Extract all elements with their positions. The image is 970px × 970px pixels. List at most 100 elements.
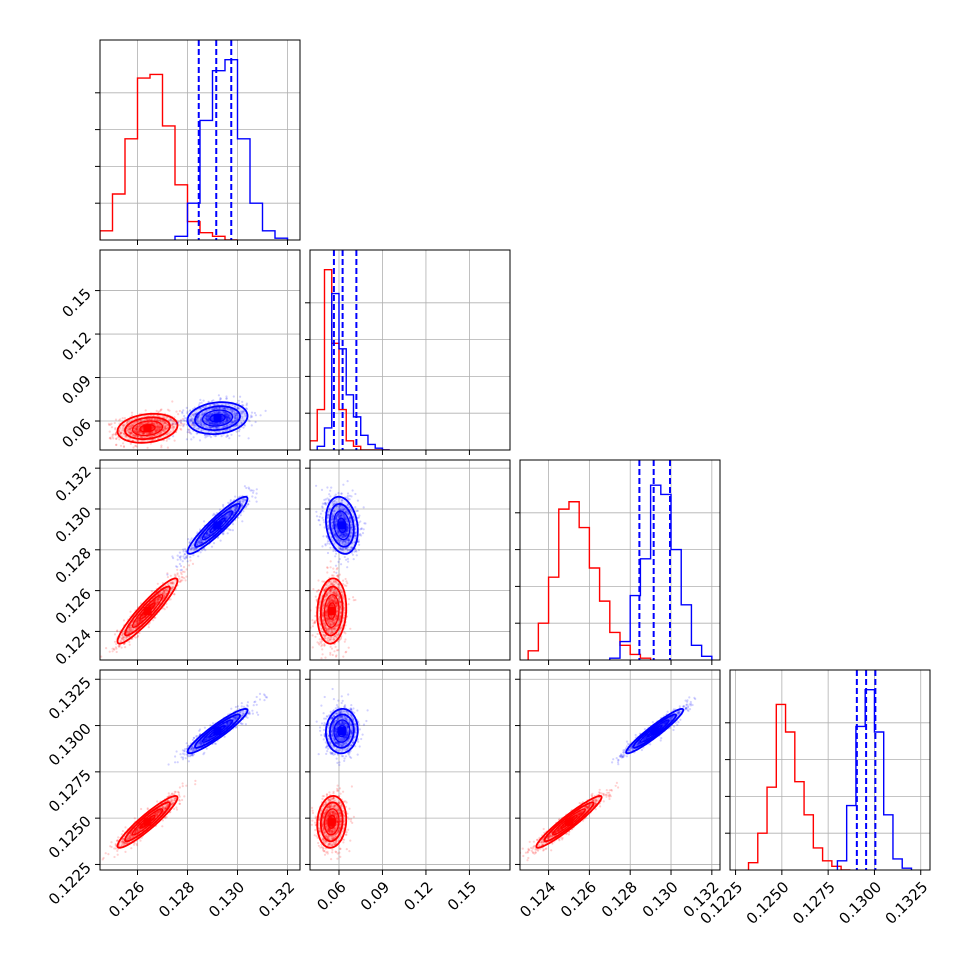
sample-point <box>210 412 213 415</box>
sample-point <box>147 626 150 629</box>
sample-point <box>162 419 165 423</box>
sample-point <box>226 424 229 427</box>
sample-point <box>114 428 117 431</box>
sample-point <box>232 395 235 398</box>
sample-point <box>156 428 159 431</box>
sample-point <box>233 419 236 422</box>
sample-point <box>173 593 176 596</box>
sample-point <box>172 425 175 428</box>
sample-point <box>233 412 236 415</box>
sample-point <box>195 427 198 430</box>
sample-point <box>136 635 139 639</box>
sample-point <box>133 435 136 438</box>
sample-point <box>190 419 193 422</box>
sample-point <box>154 598 157 602</box>
sample-point <box>215 426 218 430</box>
sample-point <box>162 430 165 433</box>
sample-point <box>208 421 212 425</box>
panel-frame <box>99 249 301 451</box>
sample-point <box>213 423 217 426</box>
sample-point <box>109 423 112 426</box>
sample-point <box>235 423 238 426</box>
blue-histogram <box>316 292 390 450</box>
sample-point <box>156 437 160 440</box>
sample-point <box>234 405 237 408</box>
sample-point <box>165 422 168 425</box>
sample-point <box>240 411 243 415</box>
sample-point <box>240 412 243 415</box>
sample-point <box>151 422 154 425</box>
sample-point <box>345 584 348 588</box>
sample-point <box>141 427 144 430</box>
sample-point <box>185 438 188 441</box>
sample-point <box>226 416 229 419</box>
sample-point <box>188 431 191 434</box>
red-density-peak <box>143 607 152 616</box>
sample-point <box>229 408 232 411</box>
sample-point <box>205 415 208 419</box>
sample-point <box>153 422 156 425</box>
sample-point <box>220 435 223 438</box>
sample-point <box>226 413 229 416</box>
sample-point <box>207 419 210 422</box>
sample-point <box>225 413 228 416</box>
sample-point <box>228 416 231 420</box>
sample-point <box>159 409 162 412</box>
sample-point <box>122 442 125 445</box>
sample-point <box>345 650 348 653</box>
sample-point <box>119 444 123 447</box>
sample-point <box>192 418 195 421</box>
sample-point <box>226 418 229 421</box>
sample-point <box>237 407 240 410</box>
sample-point <box>212 399 215 402</box>
sample-point <box>136 621 139 624</box>
sample-point <box>200 413 204 416</box>
sample-point <box>121 636 124 639</box>
sample-point <box>135 427 138 430</box>
sample-point <box>182 548 185 551</box>
sample-point <box>198 420 201 423</box>
sample-point <box>170 582 173 585</box>
sample-point <box>239 410 242 413</box>
sample-point <box>151 435 154 438</box>
sample-point <box>255 488 258 491</box>
sample-point <box>237 399 240 402</box>
sample-point <box>129 610 132 613</box>
sample-point <box>163 426 166 429</box>
sample-point <box>115 642 118 646</box>
sample-point <box>175 565 178 568</box>
sample-point <box>169 582 172 585</box>
sample-point <box>225 395 228 398</box>
sample-point <box>329 645 332 648</box>
sample-point <box>194 412 197 416</box>
sample-point <box>169 574 172 577</box>
sample-point <box>163 421 166 424</box>
sample-point <box>136 431 140 434</box>
sample-point <box>142 439 145 442</box>
sample-point <box>164 425 167 429</box>
sample-point <box>189 419 192 422</box>
sample-point <box>205 417 208 420</box>
sample-point <box>207 434 210 437</box>
sample-point <box>342 579 345 582</box>
sample-point <box>163 422 166 425</box>
sample-point <box>320 640 323 643</box>
sample-point <box>150 438 153 441</box>
sample-point <box>212 426 215 429</box>
sample-point <box>248 500 251 503</box>
sample-point <box>110 426 114 429</box>
sample-point <box>236 412 239 415</box>
sample-point <box>173 439 176 442</box>
sample-point <box>224 413 227 416</box>
sample-point <box>129 624 132 627</box>
sample-point <box>135 428 138 431</box>
sample-point <box>159 591 162 595</box>
sample-point <box>183 422 186 426</box>
sample-point <box>170 426 173 429</box>
sample-point <box>146 421 149 424</box>
sample-point <box>213 423 217 426</box>
sample-point <box>162 589 165 592</box>
sample-point <box>134 422 137 425</box>
sample-point <box>191 422 194 425</box>
sample-point <box>329 651 332 655</box>
